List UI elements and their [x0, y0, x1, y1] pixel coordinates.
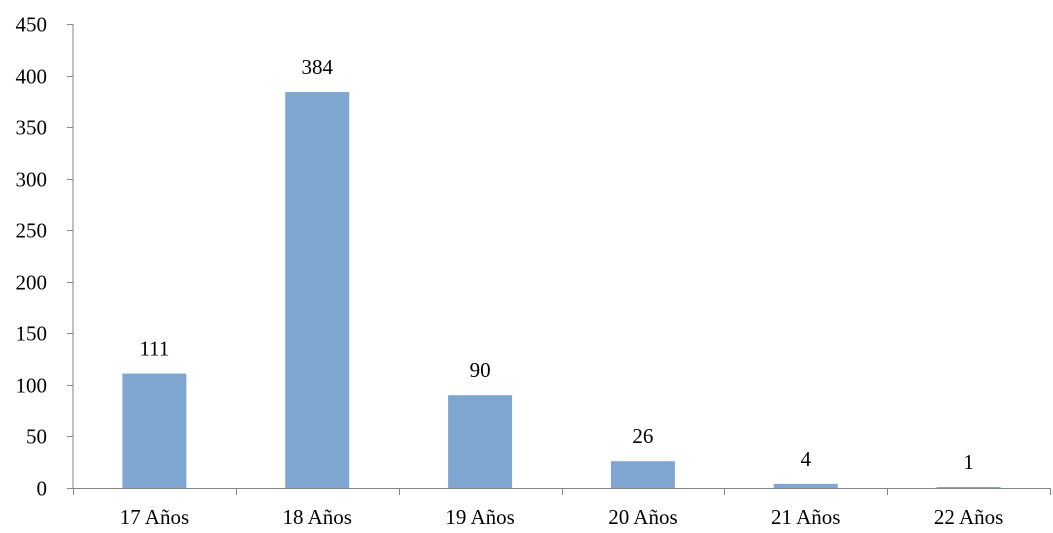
- bar: [448, 395, 513, 488]
- bar: [936, 486, 1001, 488]
- y-tick-label: 0: [37, 477, 48, 501]
- y-tick-label: 150: [16, 322, 48, 346]
- y-tick-label: 100: [16, 374, 48, 398]
- y-tick-label: 200: [16, 271, 48, 295]
- x-tick-label: 22 Años: [934, 505, 1003, 529]
- data-label: 90: [470, 358, 491, 382]
- y-tick-label: 50: [26, 425, 47, 449]
- x-tick-label: 19 Años: [445, 505, 514, 529]
- bar: [285, 92, 350, 488]
- x-tick-label: 21 Años: [771, 505, 840, 529]
- data-label: 111: [139, 337, 169, 361]
- y-tick-label: 300: [16, 168, 48, 192]
- x-axis: 17 Años 18 Años 19 Años 20 Años 21 Años 22 Añ…: [73, 488, 1051, 529]
- y-tick-label: 400: [16, 65, 48, 89]
- data-label: 1: [963, 450, 974, 474]
- bar: [773, 483, 838, 488]
- bars: [122, 92, 1001, 488]
- x-tick-label: 20 Años: [608, 505, 677, 529]
- y-tick-label: 350: [16, 116, 48, 140]
- data-labels: 111 384 90 26 4 1: [139, 55, 973, 474]
- data-label: 26: [632, 424, 653, 448]
- y-axis: 0 50 100 150 200 250 300 350 400 450: [16, 13, 74, 501]
- x-tick-label: 17 Años: [120, 505, 189, 529]
- bar: [122, 373, 187, 488]
- x-tick-label: 18 Años: [283, 505, 352, 529]
- data-label: 4: [801, 447, 812, 471]
- y-tick-label: 450: [16, 13, 48, 37]
- y-tick-label: 250: [16, 219, 48, 243]
- data-label: 384: [302, 55, 334, 79]
- bar: [610, 461, 675, 488]
